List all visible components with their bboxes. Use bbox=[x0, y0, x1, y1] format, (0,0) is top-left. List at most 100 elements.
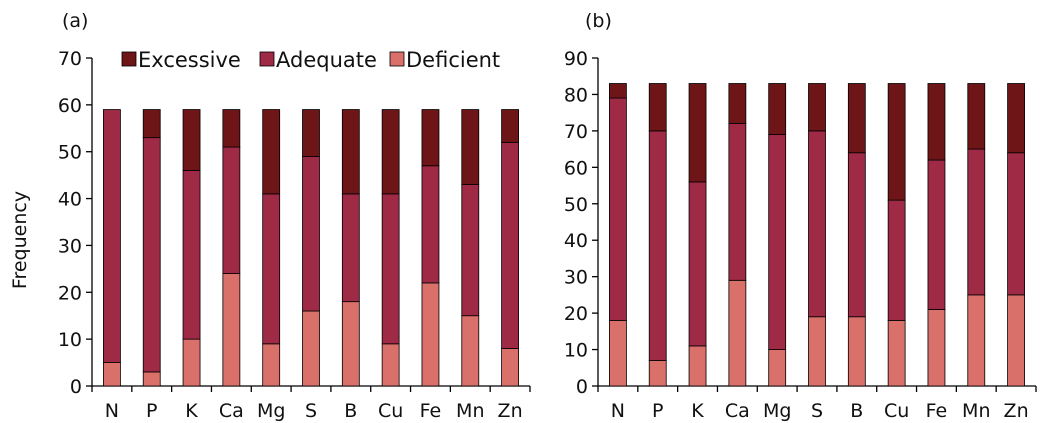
bar-segment-excessive bbox=[728, 83, 747, 124]
bar-segment-adequate bbox=[648, 130, 667, 361]
bar-segment-excessive bbox=[609, 83, 627, 99]
bar-segment-adequate bbox=[927, 159, 946, 310]
bar-segment-deficient bbox=[808, 316, 826, 387]
x-tick-label: B bbox=[344, 400, 357, 422]
x-tick-label: Ca bbox=[219, 400, 244, 422]
y-tick-label: 10 bbox=[564, 340, 588, 362]
bar-segment-deficient bbox=[182, 338, 201, 387]
bar-segment-excessive bbox=[501, 109, 519, 143]
x-tick-label: N bbox=[611, 400, 625, 422]
bar-segment-deficient bbox=[688, 345, 707, 387]
bar-segment-adequate bbox=[103, 109, 121, 363]
bar-segment-deficient bbox=[768, 349, 787, 387]
y-tick-label: 10 bbox=[58, 329, 82, 351]
x-tick-label: Zn bbox=[498, 400, 523, 422]
y-tick-label: 80 bbox=[564, 84, 588, 106]
y-tick-label: 0 bbox=[576, 376, 588, 398]
chart-panel-2: (b) 0 10 20 30 40 50 60 70 80 90 N P K Ca Mg S B Cu Fe Mn Zn bbox=[564, 10, 1037, 422]
x-tick-label: Cu bbox=[884, 400, 909, 422]
bar-segment-excessive bbox=[808, 83, 826, 132]
x-tick-label: S bbox=[811, 400, 823, 422]
bar-segment-adequate bbox=[501, 141, 519, 349]
bar-segment-excessive bbox=[182, 109, 201, 171]
bar-segment-excessive bbox=[887, 83, 906, 201]
x-tick-label: K bbox=[691, 400, 704, 422]
panel-label: (a) bbox=[62, 10, 88, 32]
bar-segment-deficient bbox=[967, 294, 986, 387]
bar-segment-excessive bbox=[302, 109, 320, 157]
bar-segment-adequate bbox=[421, 165, 440, 284]
bar-segment-deficient bbox=[927, 309, 946, 387]
bar-segment-excessive bbox=[461, 109, 480, 185]
bar-segment-excessive bbox=[142, 109, 161, 139]
bar-segment-adequate bbox=[768, 134, 787, 350]
bar-segment-adequate bbox=[381, 193, 400, 345]
y-axis-label: Frequency bbox=[9, 191, 31, 289]
bar-segment-adequate bbox=[302, 155, 320, 312]
x-tick-label: K bbox=[185, 400, 198, 422]
bar-segment-adequate bbox=[808, 130, 826, 318]
bar-segment-adequate bbox=[847, 152, 866, 318]
bar-segment-excessive bbox=[222, 109, 241, 148]
bar-segment-deficient bbox=[142, 371, 161, 387]
bar-segment-adequate bbox=[887, 199, 906, 321]
legend: Excessive Adequate Deficient bbox=[121, 48, 500, 72]
x-tick-label: N bbox=[105, 400, 119, 422]
bar-segment-adequate bbox=[967, 148, 986, 296]
bar-segment-deficient bbox=[847, 316, 866, 387]
bar-segment-deficient bbox=[728, 279, 747, 387]
bar-segment-excessive bbox=[381, 109, 400, 195]
y-tick-label: 20 bbox=[58, 282, 82, 304]
x-tick-label: P bbox=[652, 400, 663, 422]
legend-label-adequate: Adequate bbox=[276, 48, 377, 72]
bar-segment-deficient bbox=[222, 273, 241, 387]
bar-segment-excessive bbox=[341, 109, 360, 195]
x-tick-label: Mn bbox=[962, 400, 990, 422]
y-tick-label: 0 bbox=[70, 376, 82, 398]
chart-panel-1: (a) 0 10 20 30 40 50 60 70 N P K Ca Mg S B Cu Fe Mn Zn Frequ… bbox=[9, 10, 531, 422]
y-tick-label: 30 bbox=[564, 267, 588, 289]
y-tick-label: 30 bbox=[58, 235, 82, 257]
y-tick-label: 60 bbox=[58, 95, 82, 117]
bar-segment-deficient bbox=[421, 282, 440, 387]
y-tick-label: 70 bbox=[564, 121, 588, 143]
bar-segment-adequate bbox=[461, 184, 480, 317]
bar-segment-deficient bbox=[461, 315, 480, 387]
x-tick-label: Cu bbox=[378, 400, 403, 422]
bar-segment-adequate bbox=[262, 193, 281, 345]
x-tick-label: Fe bbox=[926, 400, 948, 422]
bar-segment-adequate bbox=[222, 146, 241, 274]
bar-segment-adequate bbox=[688, 181, 707, 347]
y-tick-label: 50 bbox=[564, 194, 588, 216]
legend-swatch-excessive bbox=[121, 51, 137, 67]
x-tick-label: P bbox=[146, 400, 157, 422]
y-tick-label: 40 bbox=[58, 189, 82, 211]
x-tick-label: Fe bbox=[420, 400, 442, 422]
bar-segment-excessive bbox=[1007, 83, 1025, 154]
y-tick-label: 90 bbox=[564, 48, 588, 70]
y-tick-label: 60 bbox=[564, 157, 588, 179]
bar-segment-adequate bbox=[609, 97, 627, 321]
y-tick-label: 70 bbox=[58, 48, 82, 70]
bar-segment-adequate bbox=[341, 193, 360, 303]
legend-label-deficient: Deficient bbox=[406, 48, 500, 72]
bar-segment-excessive bbox=[768, 83, 787, 135]
bar-segment-excessive bbox=[421, 109, 440, 167]
bar-segment-deficient bbox=[381, 343, 400, 387]
panel-label: (b) bbox=[585, 10, 612, 32]
bar-segment-deficient bbox=[609, 319, 627, 387]
legend-swatch-adequate bbox=[259, 51, 275, 67]
x-tick-label: Mn bbox=[456, 400, 484, 422]
bar-segment-excessive bbox=[262, 109, 281, 195]
x-tick-label: Ca bbox=[725, 400, 750, 422]
y-tick-label: 40 bbox=[564, 230, 588, 252]
bar-segment-adequate bbox=[182, 170, 201, 340]
bar-segment-deficient bbox=[103, 362, 121, 387]
x-tick-label: Mg bbox=[257, 400, 285, 422]
bar-segment-excessive bbox=[688, 83, 707, 183]
legend-swatch-deficient bbox=[389, 51, 405, 67]
x-tick-label: Mg bbox=[763, 400, 791, 422]
x-tick-label: S bbox=[305, 400, 317, 422]
y-tick-label: 50 bbox=[58, 142, 82, 164]
